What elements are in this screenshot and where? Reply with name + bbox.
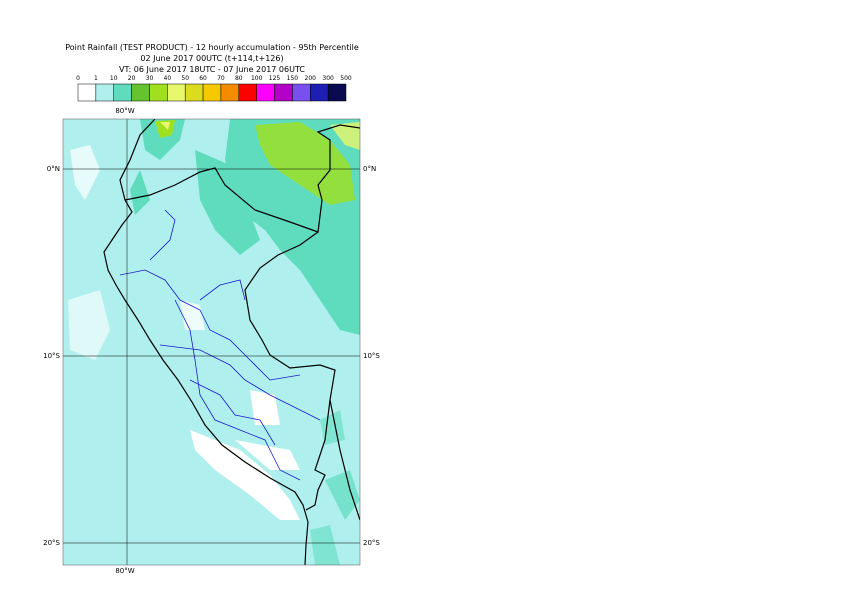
- lon-label-top: 80°W: [115, 107, 134, 115]
- legend-swatch: [274, 83, 293, 102]
- legend-swatch: [292, 83, 311, 102]
- legend-label: 0: [76, 75, 80, 82]
- legend-label: 300: [322, 75, 334, 82]
- legend-label: 1: [94, 75, 98, 82]
- legend-label: 80: [235, 75, 243, 82]
- regional-borders: [119, 209, 321, 481]
- legend-label: 20: [128, 75, 136, 82]
- legend-label: 40: [164, 75, 172, 82]
- grid: [63, 119, 360, 565]
- legend-swatch: [310, 83, 329, 102]
- legend-label: 30: [146, 75, 154, 82]
- legend-label: 150: [287, 75, 299, 82]
- legend-swatch: [184, 83, 204, 102]
- legend-swatch: [131, 83, 150, 102]
- title: Point Rainfall (TEST PRODUCT) - 12 hourl…: [65, 43, 359, 52]
- lat-label-right: 0°N: [363, 165, 376, 173]
- subtitle: 02 June 2017 00UTC (t+114,t+126): [140, 54, 283, 63]
- legend-swatch: [256, 83, 275, 102]
- map: [63, 119, 360, 565]
- legend-swatch: [77, 83, 97, 102]
- legend-label: 70: [217, 75, 225, 82]
- legend-label: 125: [269, 75, 281, 82]
- lat-label-right: 10°S: [363, 352, 380, 360]
- legend-swatch: [238, 83, 257, 102]
- legend-swatch: [95, 83, 114, 102]
- legend-swatch: [167, 83, 186, 102]
- legend: 0 1 10 20 30 40 50 60 70 80 100 125 150 200 300 500: [76, 75, 352, 102]
- legend-swatch: [220, 83, 240, 102]
- legend-swatch: [113, 83, 132, 102]
- valid-time: VT: 06 June 2017 18UTC - 07 June 2017 06…: [119, 65, 305, 74]
- lon-label-bottom: 80°W: [115, 567, 134, 575]
- rain-field: [68, 119, 360, 565]
- legend-swatch: [149, 83, 168, 102]
- lat-labels: 0°N 0°N 10°S 10°S 20°S 20°S: [43, 165, 380, 547]
- legend-swatch: [327, 83, 347, 102]
- lat-label-right: 20°S: [363, 539, 380, 547]
- legend-label: 10: [110, 75, 118, 82]
- legend-label: 100: [251, 75, 263, 82]
- legend-label: 500: [340, 75, 352, 82]
- legend-label: 60: [199, 75, 207, 82]
- lat-label-left: 0°N: [47, 165, 60, 173]
- legend-label: 200: [305, 75, 317, 82]
- lat-label-left: 20°S: [43, 539, 60, 547]
- legend-swatch: [202, 83, 222, 102]
- lat-label-left: 10°S: [43, 352, 60, 360]
- map-frame: [62, 118, 361, 566]
- coastline-borders: [103, 119, 360, 565]
- legend-label: 50: [181, 75, 189, 82]
